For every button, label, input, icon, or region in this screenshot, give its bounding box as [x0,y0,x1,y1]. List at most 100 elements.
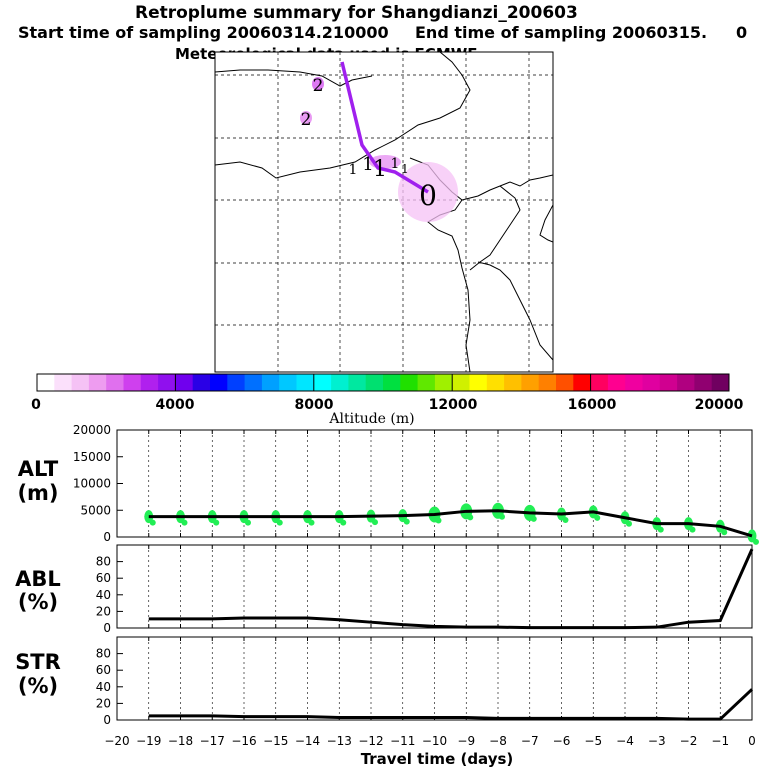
colorbar-swatch [694,374,713,391]
x-tick-label: −5 [584,734,602,748]
end-time-suffix: 0 [736,23,748,42]
alt-dot-small [594,514,601,521]
alt-dot-small [626,520,632,527]
y-tick-label: 20 [96,696,111,710]
x-tick-label: −7 [521,734,539,748]
colorbar-swatch [417,374,436,391]
colorbar-swatch [590,374,609,391]
marker-day2-b: 2 [313,76,324,96]
y-tick-label: 0 [103,621,111,635]
x-tick-label: −9 [457,734,475,748]
y-tick-label: 60 [96,663,111,677]
alt-panel-label-2: (m) [17,481,58,505]
str-panel-label-2: (%) [18,674,58,698]
colorbar-tick-1: 4000 [156,397,195,413]
x-tick-label: −19 [136,734,161,748]
colorbar-swatch [296,374,315,391]
colorbar-swatch [452,374,470,391]
alt-dot-small [372,519,378,526]
alt-dot-small [721,529,728,536]
x-tick-label: −14 [295,734,320,748]
alt-dot-small [689,526,696,533]
colorbar-swatch [71,374,90,391]
marker-day0: 0 [419,179,437,212]
colorbar-tick-2: 8000 [295,397,334,413]
alt-dot-small [530,515,537,522]
marker-day1-d: 1 [391,156,400,172]
alt-dot-small [181,519,188,526]
colorbar-swatch [625,374,643,391]
x-tick-label: 0 [748,734,756,748]
colorbar-tick-4: 16000 [568,397,617,413]
y-tick-label: 20000 [73,423,111,437]
alt-dot-small [403,518,410,525]
alt-dot-small [657,526,664,533]
colorbar-label: Altitude (m) [328,411,414,427]
colorbar-swatch [556,374,574,391]
y-tick-label: 0 [103,713,111,727]
colorbar-swatch [313,374,332,391]
x-tick-label: −17 [200,734,225,748]
alt-dot-small [499,513,505,520]
y-tick-label: 60 [96,571,111,585]
colorbar-swatch [400,374,418,391]
colorbar-swatch [365,374,384,391]
str-series-line [148,688,754,721]
x-tick-label: −20 [104,734,129,748]
colorbar-swatch [434,374,453,391]
plume-cloud-day2b [312,77,324,91]
plume-cloud-day2a [300,111,312,125]
colorbar-swatch [192,374,211,391]
colorbar-swatch [331,374,349,391]
y-tick-label: 40 [96,588,111,602]
x-tick-label: −8 [489,734,507,748]
colorbar-tick-3: 12000 [429,397,478,413]
colorbar-swatch [37,374,55,391]
colorbar-tick-5: 20000 [695,397,744,413]
colorbar-swatch [123,374,142,391]
y-tick-label: 40 [96,680,111,694]
colorbar-swatch [88,374,107,391]
alt-dot-small [340,519,347,526]
colorbar-swatch [573,374,591,391]
colorbar-swatch [521,374,540,391]
colorbar-swatch [279,374,297,391]
colorbar-swatch [244,374,263,391]
alt-dot-small [753,538,759,545]
y-tick-label: 80 [96,555,111,569]
alt-dot-small [308,519,315,526]
x-tick-label: −2 [680,734,698,748]
marker-day1-e: 1 [401,162,409,176]
colorbar-swatch [227,374,245,391]
alt-series-line [148,509,753,538]
x-tick-label: −6 [553,734,571,748]
marker-day1-a: 1 [349,162,358,178]
alt-dot-small [562,516,569,523]
colorbar-swatch [486,374,505,391]
y-tick-label: 15000 [73,450,111,464]
x-tick-label: −12 [358,734,383,748]
colorbar-swatch [140,374,159,391]
colorbar-swatch [54,374,72,391]
chart-title: Retroplume summary for Shangdianzi_20060… [135,3,578,23]
colorbar-swatch [175,374,194,391]
alt-dot-small [245,519,251,526]
abl-series-line [148,548,754,630]
alt-dot-small [149,519,156,526]
altitude-colorbar [36,373,730,392]
alt-dot-small [213,519,220,526]
alt-dot-small [467,514,474,521]
marker-day1-b: 1 [362,154,373,175]
colorbar-swatch [659,374,678,391]
y-tick-label: 10000 [73,477,111,491]
time-series-panels: 0 5000 10000 15000 20000 0 20 40 60 80 0 20 40 60 80 −2… [73,423,759,748]
marker-day2-a: 2 [301,110,312,130]
y-tick-label: 0 [103,530,111,544]
x-tick-label: −18 [168,734,193,748]
map-frame [214,51,554,373]
x-tick-label: −11 [390,734,415,748]
colorbar-swatch [383,374,401,391]
colorbar-swatch [607,374,626,391]
alt-dot-small [276,519,283,526]
